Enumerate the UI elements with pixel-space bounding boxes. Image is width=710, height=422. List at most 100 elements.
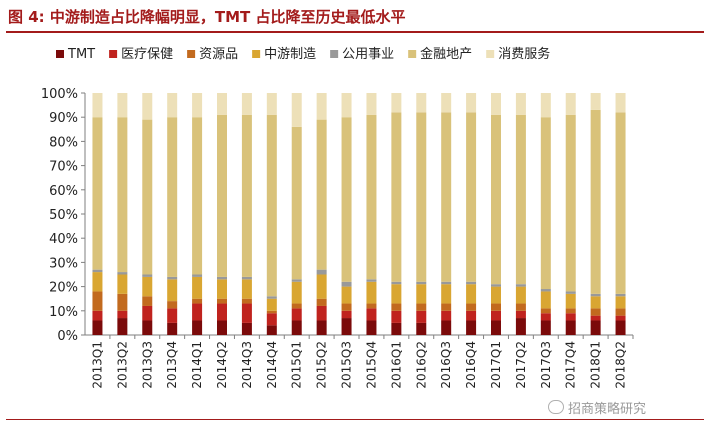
bar-segment-消费服务 bbox=[316, 93, 327, 120]
x-tick-label: 2018Q2 bbox=[614, 341, 628, 389]
bar-segment-资源品 bbox=[341, 303, 352, 311]
bar-segment-金融地产 bbox=[565, 114, 576, 292]
bar-segment-消费服务 bbox=[515, 93, 526, 115]
bar-segment-金融地产 bbox=[217, 114, 227, 277]
bar-segment-中游制造 bbox=[590, 296, 601, 309]
bar-segment-金融地产 bbox=[92, 117, 103, 270]
y-tick-label: 70% bbox=[49, 160, 78, 175]
bar-segment-金融地产 bbox=[540, 117, 551, 290]
y-tick-label: 40% bbox=[49, 232, 78, 247]
bar-segment-TMT bbox=[466, 320, 477, 335]
x-tick-label: 2016Q1 bbox=[389, 341, 403, 389]
y-tick-label: 100% bbox=[41, 87, 78, 102]
bar-segment-公用事业 bbox=[341, 281, 352, 287]
bar-segment-资源品 bbox=[192, 298, 203, 304]
x-tick-label: 2013Q3 bbox=[140, 341, 154, 389]
y-tick-label: 60% bbox=[49, 184, 78, 199]
bar-segment-TMT bbox=[167, 322, 178, 335]
bar-segment-公用事业 bbox=[117, 272, 128, 275]
y-tick-label: 20% bbox=[49, 281, 78, 296]
bar-segment-资源品 bbox=[117, 293, 128, 311]
bar-segment-医疗保健 bbox=[565, 313, 576, 321]
bar-segment-中游制造 bbox=[416, 284, 427, 304]
bar-segment-TMT bbox=[416, 322, 427, 335]
bar-segment-中游制造 bbox=[366, 281, 377, 304]
bar-segment-公用事业 bbox=[92, 269, 103, 273]
bar-segment-消费服务 bbox=[590, 93, 601, 110]
legend-swatch-资源品 bbox=[187, 50, 196, 58]
bar-segment-中游制造 bbox=[491, 286, 501, 304]
x-tick-label: 2017Q3 bbox=[539, 341, 553, 389]
bar-segment-TMT bbox=[241, 322, 252, 335]
bar-segment-TMT bbox=[117, 318, 128, 335]
bar-segment-消费服务 bbox=[341, 93, 352, 118]
bar-segment-公用事业 bbox=[366, 279, 377, 282]
bar-segment-消费服务 bbox=[167, 93, 178, 118]
x-tick-label: 2013Q4 bbox=[165, 341, 179, 389]
bar-segment-金融地产 bbox=[142, 119, 153, 275]
bar-segment-资源品 bbox=[416, 303, 427, 311]
y-tick-label: 80% bbox=[49, 135, 78, 150]
bar-segment-资源品 bbox=[366, 303, 377, 309]
bar-segment-中游制造 bbox=[241, 279, 252, 299]
bar-segment-消费服务 bbox=[192, 93, 203, 118]
bar-segment-金融地产 bbox=[466, 112, 477, 282]
bar-segment-消费服务 bbox=[466, 93, 477, 113]
bar-segment-TMT bbox=[142, 320, 153, 335]
bar-segment-消费服务 bbox=[366, 93, 377, 115]
bar-segment-医疗保健 bbox=[491, 310, 501, 321]
bar-segment-TMT bbox=[316, 320, 327, 335]
bar-segment-医疗保健 bbox=[92, 310, 103, 321]
bar-segment-公用事业 bbox=[466, 281, 477, 285]
bar-segment-TMT bbox=[92, 320, 103, 335]
x-tick-label: 2015Q1 bbox=[290, 341, 304, 389]
bar-segment-资源品 bbox=[540, 308, 551, 314]
bar-segment-资源品 bbox=[92, 291, 103, 311]
legend-label: 中游制造 bbox=[264, 47, 316, 62]
bar-segment-中游制造 bbox=[615, 296, 626, 309]
bar-segment-TMT bbox=[291, 320, 302, 335]
bar-segment-金融地产 bbox=[590, 109, 601, 294]
bar-segment-金融地产 bbox=[316, 119, 327, 270]
bar-segment-资源品 bbox=[316, 298, 327, 306]
bar-segment-资源品 bbox=[266, 310, 277, 314]
bar-segment-消费服务 bbox=[92, 93, 103, 118]
legend-swatch-中游制造 bbox=[252, 50, 261, 58]
bar-segment-公用事业 bbox=[391, 281, 402, 285]
legend-label: 金融地产 bbox=[420, 46, 472, 62]
watermark-text: 招商策略研究 bbox=[568, 402, 647, 417]
bar-segment-医疗保健 bbox=[341, 310, 352, 319]
bar-segment-公用事业 bbox=[615, 293, 626, 297]
bar-segment-中游制造 bbox=[142, 276, 153, 297]
bar-segment-消费服务 bbox=[615, 93, 626, 113]
bar-segment-TMT bbox=[565, 320, 576, 335]
legend-label: 资源品 bbox=[199, 47, 238, 62]
bar-segment-金融地产 bbox=[441, 112, 452, 282]
bar-segment-金融地产 bbox=[515, 114, 526, 285]
bar-segment-中游制造 bbox=[266, 298, 277, 311]
bar-segment-公用事业 bbox=[291, 279, 302, 282]
bar-segment-金融地产 bbox=[266, 114, 277, 297]
bar-segment-中游制造 bbox=[192, 276, 203, 299]
y-tick-label: 50% bbox=[49, 208, 78, 223]
x-tick-label: 2015Q4 bbox=[364, 341, 378, 389]
bar-segment-医疗保健 bbox=[416, 310, 427, 323]
bar-segment-医疗保健 bbox=[316, 305, 327, 321]
bar-segment-资源品 bbox=[142, 296, 153, 306]
watermark-icon bbox=[548, 400, 564, 414]
bar-segment-资源品 bbox=[391, 303, 402, 311]
bar-segment-公用事业 bbox=[167, 276, 178, 280]
y-tick-label: 10% bbox=[49, 305, 78, 320]
bar-segment-公用事业 bbox=[217, 276, 227, 280]
bar-segment-资源品 bbox=[515, 303, 526, 311]
legend-label: 公用事业 bbox=[342, 47, 394, 62]
bar-segment-金融地产 bbox=[192, 117, 203, 275]
bar-segment-资源品 bbox=[217, 298, 227, 304]
bar-segment-公用事业 bbox=[416, 281, 427, 285]
bar-segment-医疗保健 bbox=[142, 305, 153, 321]
bar-segment-中游制造 bbox=[92, 272, 103, 292]
title-rule bbox=[6, 31, 704, 33]
bar-segment-金融地产 bbox=[341, 117, 352, 282]
bar-segment-中游制造 bbox=[565, 293, 576, 309]
